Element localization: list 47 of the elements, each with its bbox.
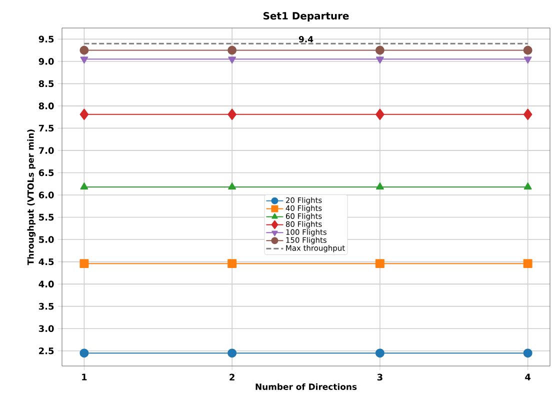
- point: [80, 108, 89, 120]
- point: [523, 108, 532, 120]
- point: [228, 56, 236, 64]
- point: [524, 182, 532, 190]
- y-tick-label: 8.5: [38, 80, 54, 88]
- y-tick-label: 3.5: [38, 302, 54, 310]
- point: [80, 348, 89, 358]
- point: [523, 46, 532, 55]
- y-tick-label: 7.5: [38, 124, 54, 132]
- point: [375, 348, 384, 358]
- point: [376, 182, 384, 190]
- y-tick-label: 9.5: [38, 36, 54, 43]
- point: [80, 56, 88, 64]
- annotation: 9.4: [298, 36, 314, 42]
- point: [375, 259, 384, 268]
- x-tick-label: 1: [82, 374, 87, 380]
- x-axis-title: Number of Directions: [256, 383, 357, 390]
- y-axis-title: Throughput (VTOLs per min): [27, 130, 36, 266]
- point: [80, 46, 89, 55]
- point: [228, 348, 237, 358]
- point: [523, 259, 532, 268]
- chart-title: Set1 Departure: [264, 12, 349, 22]
- point: [524, 56, 532, 64]
- x-tick-label: 3: [377, 374, 382, 381]
- point: [375, 46, 384, 55]
- x-tick-label: 4: [525, 374, 531, 380]
- point: [228, 182, 236, 190]
- y-tick-label: 9.0: [38, 58, 54, 65]
- y-tick-label: 4.0: [38, 280, 54, 288]
- y-tick-label: 6.0: [38, 192, 54, 198]
- y-tick-label: 2.5: [39, 347, 54, 354]
- y-tick-label: 5.5: [39, 214, 54, 221]
- y-tick-label: 4.5: [38, 258, 54, 266]
- point: [523, 348, 532, 358]
- y-tick-label: 6.5: [38, 169, 54, 176]
- point: [376, 108, 384, 120]
- y-tick-label: 5.0: [39, 236, 54, 243]
- point: [376, 56, 384, 64]
- y-tick-label: 7.0: [38, 147, 54, 154]
- y-tick-label: 8.0: [38, 102, 54, 110]
- y-tick-label: 3.0: [38, 325, 54, 332]
- point: [228, 108, 236, 120]
- x-tick-label: 2: [230, 374, 234, 380]
- point: [80, 259, 89, 268]
- point: [80, 182, 88, 190]
- point: [228, 259, 237, 268]
- point: [228, 46, 237, 55]
